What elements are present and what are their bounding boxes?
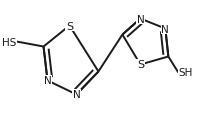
Text: N: N <box>137 14 144 24</box>
Text: S: S <box>137 60 144 70</box>
Text: HS: HS <box>2 37 17 47</box>
Text: SH: SH <box>178 68 193 78</box>
Text: S: S <box>66 21 73 31</box>
Text: N: N <box>44 76 51 86</box>
Text: N: N <box>161 24 169 34</box>
Text: N: N <box>73 90 80 100</box>
